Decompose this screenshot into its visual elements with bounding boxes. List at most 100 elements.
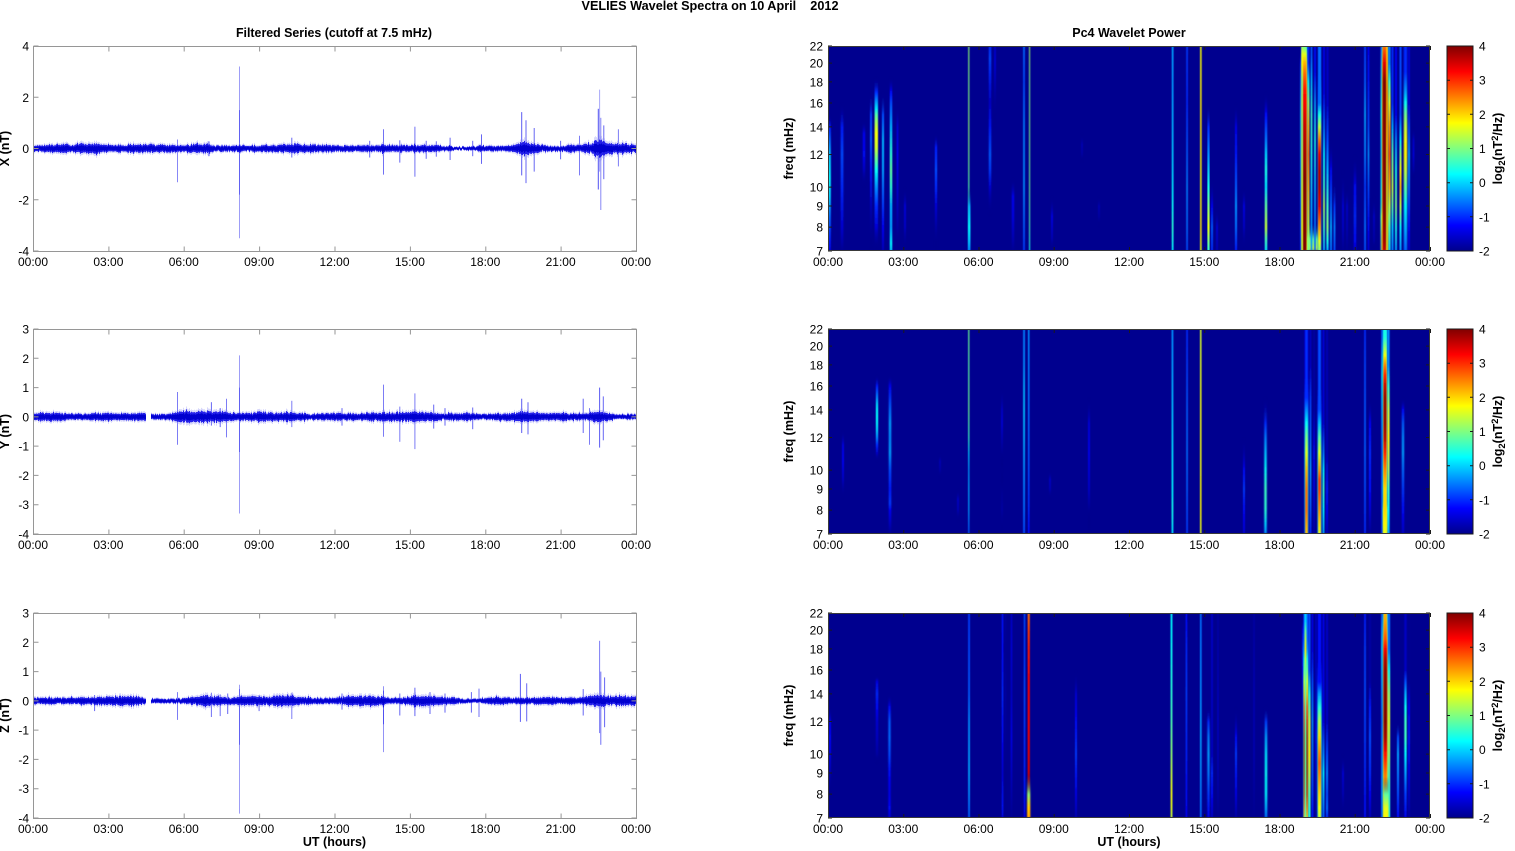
svg-text:18:00: 18:00	[470, 538, 500, 552]
svg-text:1: 1	[22, 665, 29, 679]
svg-text:09:00: 09:00	[1039, 255, 1069, 269]
svg-text:log2(nT2/Hz): log2(nT2/Hz)	[1490, 113, 1508, 185]
svg-text:03:00: 03:00	[93, 822, 123, 836]
svg-text:18: 18	[810, 642, 824, 656]
svg-text:15:00: 15:00	[395, 538, 425, 552]
svg-text:20: 20	[810, 57, 824, 71]
svg-text:10: 10	[810, 748, 824, 762]
svg-text:00:00: 00:00	[621, 822, 651, 836]
svg-text:X (nT): X (nT)	[0, 131, 12, 166]
svg-text:03:00: 03:00	[93, 538, 123, 552]
svg-text:12:00: 12:00	[1114, 822, 1144, 836]
svg-text:3: 3	[1479, 357, 1486, 371]
svg-text:-2: -2	[18, 193, 29, 207]
svg-text:freq (mHz): freq (mHz)	[782, 401, 796, 463]
svg-text:9: 9	[816, 767, 823, 781]
svg-text:16: 16	[810, 97, 824, 111]
svg-text:06:00: 06:00	[963, 822, 993, 836]
svg-text:3: 3	[22, 323, 29, 337]
svg-text:-3: -3	[18, 498, 29, 512]
svg-text:-4: -4	[18, 812, 29, 826]
svg-text:0: 0	[22, 142, 29, 156]
svg-text:00:00: 00:00	[18, 255, 48, 269]
svg-text:4: 4	[1479, 323, 1486, 337]
svg-text:15:00: 15:00	[1189, 822, 1219, 836]
svg-text:18:00: 18:00	[1264, 822, 1294, 836]
svg-text:14: 14	[810, 687, 824, 701]
svg-text:-1: -1	[18, 440, 29, 454]
svg-text:log2(nT2/Hz): log2(nT2/Hz)	[1490, 680, 1508, 752]
svg-text:18:00: 18:00	[1264, 255, 1294, 269]
svg-text:06:00: 06:00	[169, 255, 199, 269]
svg-text:Y (nT): Y (nT)	[0, 414, 12, 449]
svg-text:00:00: 00:00	[1415, 822, 1445, 836]
svg-text:09:00: 09:00	[244, 538, 274, 552]
svg-text:VELIES Wavelet Spectra on 10 A: VELIES Wavelet Spectra on 10 April 2012	[582, 0, 839, 13]
svg-text:03:00: 03:00	[93, 255, 123, 269]
svg-text:-2: -2	[18, 753, 29, 767]
svg-text:21:00: 21:00	[1340, 255, 1370, 269]
svg-text:4: 4	[22, 40, 29, 54]
svg-text:0: 0	[22, 410, 29, 424]
svg-text:UT (hours): UT (hours)	[303, 835, 366, 849]
svg-text:-1: -1	[1479, 210, 1490, 224]
svg-text:0: 0	[1479, 743, 1486, 757]
svg-text:00:00: 00:00	[1415, 538, 1445, 552]
svg-text:12:00: 12:00	[319, 255, 349, 269]
svg-text:4: 4	[1479, 607, 1486, 621]
svg-text:00:00: 00:00	[621, 255, 651, 269]
svg-text:-2: -2	[1479, 812, 1490, 826]
svg-text:21:00: 21:00	[1340, 538, 1370, 552]
svg-text:1: 1	[1479, 142, 1486, 156]
svg-text:3: 3	[1479, 641, 1486, 655]
svg-text:8: 8	[816, 788, 823, 802]
svg-text:1: 1	[1479, 709, 1486, 723]
svg-text:log2(nT2/Hz): log2(nT2/Hz)	[1490, 396, 1508, 468]
svg-text:15:00: 15:00	[395, 255, 425, 269]
svg-text:18:00: 18:00	[1264, 538, 1294, 552]
svg-text:21:00: 21:00	[546, 822, 576, 836]
svg-text:14: 14	[810, 403, 824, 417]
svg-text:-4: -4	[18, 245, 29, 259]
svg-text:14: 14	[810, 120, 824, 134]
svg-text:18: 18	[810, 358, 824, 372]
svg-text:0: 0	[1479, 176, 1486, 190]
svg-text:21:00: 21:00	[546, 538, 576, 552]
svg-text:Z (nT): Z (nT)	[0, 698, 12, 733]
svg-text:-2: -2	[1479, 245, 1490, 259]
svg-text:-1: -1	[18, 724, 29, 738]
svg-text:4: 4	[1479, 40, 1486, 54]
svg-text:06:00: 06:00	[963, 538, 993, 552]
svg-text:0: 0	[22, 694, 29, 708]
svg-text:20: 20	[810, 624, 824, 638]
svg-text:2: 2	[22, 352, 29, 366]
svg-text:freq (mHz): freq (mHz)	[782, 685, 796, 747]
svg-text:8: 8	[816, 504, 823, 518]
svg-text:00:00: 00:00	[18, 822, 48, 836]
svg-text:3: 3	[1479, 74, 1486, 88]
svg-text:09:00: 09:00	[1039, 822, 1069, 836]
svg-text:22: 22	[810, 323, 824, 337]
svg-text:15:00: 15:00	[1189, 255, 1219, 269]
svg-text:22: 22	[810, 607, 824, 621]
svg-text:12: 12	[810, 715, 824, 729]
svg-text:20: 20	[810, 340, 824, 354]
svg-text:21:00: 21:00	[1340, 822, 1370, 836]
svg-text:03:00: 03:00	[888, 822, 918, 836]
svg-text:00:00: 00:00	[621, 538, 651, 552]
svg-text:12:00: 12:00	[1114, 538, 1144, 552]
svg-text:12:00: 12:00	[319, 822, 349, 836]
svg-text:freq (mHz): freq (mHz)	[782, 118, 796, 180]
svg-text:7: 7	[816, 528, 823, 542]
svg-text:10: 10	[810, 464, 824, 478]
svg-text:8: 8	[816, 221, 823, 235]
svg-text:18: 18	[810, 75, 824, 89]
svg-text:-1: -1	[1479, 493, 1490, 507]
svg-text:06:00: 06:00	[169, 538, 199, 552]
svg-text:21:00: 21:00	[546, 255, 576, 269]
svg-text:12:00: 12:00	[1114, 255, 1144, 269]
svg-text:16: 16	[810, 664, 824, 678]
svg-text:-4: -4	[18, 528, 29, 542]
svg-text:18:00: 18:00	[470, 255, 500, 269]
svg-text:9: 9	[816, 483, 823, 497]
